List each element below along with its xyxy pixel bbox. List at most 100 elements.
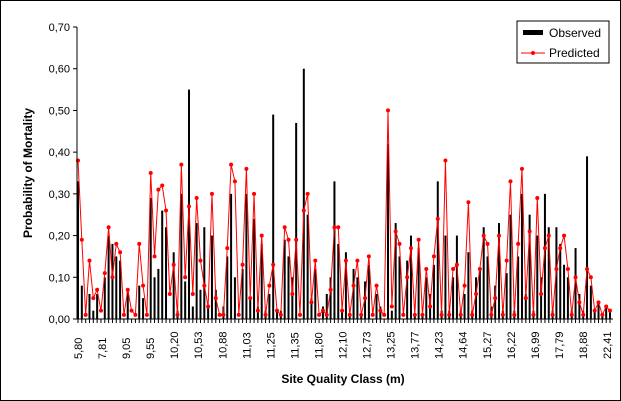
predicted-point — [558, 246, 563, 251]
predicted-point — [443, 158, 448, 163]
predicted-point — [240, 262, 245, 267]
predicted-point — [305, 191, 310, 196]
predicted-point — [183, 275, 188, 280]
observed-bar — [356, 277, 359, 319]
predicted-point — [118, 250, 123, 255]
predicted-point — [194, 196, 199, 201]
observed-bar — [230, 193, 233, 319]
observed-bar — [593, 310, 596, 319]
observed-bar — [119, 260, 122, 319]
observed-bar — [253, 218, 256, 319]
predicted-point — [275, 308, 280, 313]
predicted-point — [221, 312, 226, 317]
observed-bar — [249, 298, 252, 319]
observed-bar — [153, 277, 156, 319]
observed-bar — [203, 227, 206, 319]
observed-bar — [283, 239, 286, 319]
predicted-point — [301, 208, 306, 213]
predicted-point — [581, 312, 586, 317]
y-tick-label: 0,30 — [49, 189, 70, 201]
x-tick-label: 12,73 — [362, 331, 374, 359]
predicted-point — [405, 275, 410, 280]
observed-bar — [498, 223, 501, 319]
observed-bar — [115, 256, 118, 319]
observed-bar — [157, 268, 160, 319]
y-tick-label: 0,20 — [49, 231, 70, 243]
x-tick-label: 15,27 — [482, 331, 494, 359]
observed-bar — [475, 277, 478, 319]
predicted-point — [386, 108, 391, 113]
observed-bar — [559, 243, 562, 319]
predicted-point — [435, 216, 440, 221]
predicted-point — [378, 308, 383, 313]
x-tick-label: 14,23 — [434, 331, 446, 359]
predicted-point — [454, 262, 459, 267]
predicted-point — [133, 312, 138, 317]
predicted-point — [209, 191, 214, 196]
predicted-point — [347, 312, 352, 317]
predicted-point — [160, 183, 165, 188]
observed-bar — [126, 289, 129, 319]
observed-bar — [540, 277, 543, 319]
predicted-point — [259, 233, 264, 238]
x-tick-label: 16,99 — [530, 331, 542, 359]
observed-bar — [191, 306, 194, 319]
observed-bar — [478, 268, 481, 319]
predicted-point — [535, 196, 540, 201]
observed-bar — [276, 310, 279, 319]
predicted-point — [171, 262, 176, 267]
observed-bar — [260, 243, 263, 319]
observed-bar — [302, 68, 305, 319]
predicted-point — [588, 275, 593, 280]
observed-bar — [348, 314, 351, 319]
x-tick-label: 17,79 — [554, 331, 566, 359]
y-axis-title: Probability of Mortality — [21, 108, 35, 238]
x-tick-label: 18,88 — [578, 331, 590, 359]
observed-bar — [520, 193, 523, 319]
observed-bar — [314, 268, 317, 319]
predicted-point — [91, 296, 96, 301]
predicted-point — [382, 312, 387, 317]
predicted-point — [474, 291, 479, 296]
observed-bar — [409, 235, 412, 319]
legend-observed-label: Observed — [549, 26, 601, 40]
predicted-point — [83, 312, 88, 317]
observed-bar — [486, 256, 489, 319]
observed-bar — [295, 122, 298, 319]
legend: Observed Predicted — [516, 20, 610, 64]
y-tick-label: 0,00 — [49, 314, 70, 326]
predicted-point — [236, 312, 241, 317]
predicted-point — [523, 296, 528, 301]
observed-bar — [210, 235, 213, 319]
observed-bar — [272, 114, 275, 319]
observed-bar — [574, 248, 577, 319]
predicted-point — [542, 246, 547, 251]
x-tick-label: 14,64 — [458, 331, 470, 359]
y-tick-label: 0,50 — [49, 105, 70, 117]
predicted-point — [355, 258, 360, 263]
x-tick-label: 9,05 — [121, 338, 133, 359]
observed-bar — [421, 314, 424, 319]
predicted-point — [309, 300, 314, 305]
observed-bar — [367, 264, 370, 319]
observed-bar — [226, 256, 229, 319]
y-tick-label: 0,10 — [49, 272, 70, 284]
predicted-point — [481, 233, 486, 238]
predicted-point — [374, 283, 379, 288]
predicted-point — [206, 304, 211, 309]
observed-bar — [103, 277, 106, 319]
predicted-point — [186, 204, 191, 209]
predicted-point — [489, 312, 494, 317]
predicted-point — [141, 283, 146, 288]
predicted-point — [332, 225, 337, 230]
predicted-point — [531, 312, 536, 317]
predicted-point — [366, 254, 371, 259]
x-tick-label: 9,55 — [145, 338, 157, 359]
predicted-point — [252, 191, 257, 196]
predicted-point — [125, 287, 130, 292]
observed-bar — [184, 281, 187, 319]
observed-bar — [88, 293, 91, 319]
predicted-point — [114, 241, 119, 246]
